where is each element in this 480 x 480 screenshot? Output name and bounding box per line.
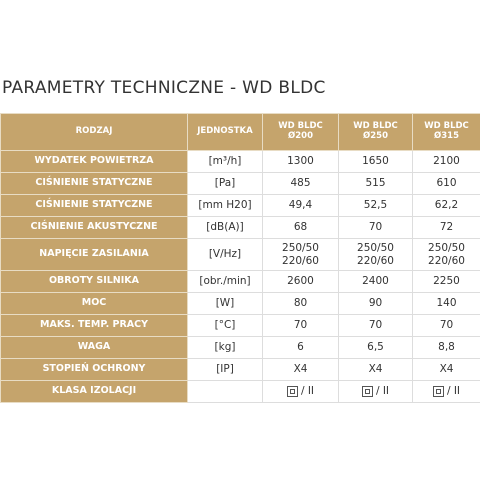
cell: 485	[262, 172, 339, 195]
cell: 70	[412, 314, 480, 337]
cell-text: / II	[446, 385, 461, 398]
row: NAPIĘCIE ZASILANIA [V/Hz] 250/50 220/60 250…	[0, 238, 480, 271]
cell: 68	[262, 216, 339, 239]
row-label: NAPIĘCIE ZASILANIA	[0, 238, 188, 271]
cell: 250/50 220/60	[338, 238, 413, 271]
cell: / II	[412, 380, 480, 403]
cell: X4	[412, 358, 480, 381]
header-cell: WD BLDC Ø315	[412, 113, 480, 151]
cell: [Pa]	[187, 172, 263, 195]
cell: X4	[262, 358, 339, 381]
row-label: CIŚNIENIE STATYCZNE	[0, 194, 188, 217]
cell: 1650	[338, 150, 413, 173]
header-row: RODZAJ JEDNOSTKA WD BLDC Ø200 WD BLDC Ø250 W…	[0, 113, 480, 151]
cell: 515	[338, 172, 413, 195]
cell: [dB(A)]	[187, 216, 263, 239]
cell: / II	[338, 380, 413, 403]
row-label: CIŚNIENIE AKUSTYCZNE	[0, 216, 188, 239]
row: CIŚNIENIE STATYCZNE [mm H20] 49,4 52,5 62,2	[0, 194, 480, 217]
header-cell: WD BLDC Ø250	[338, 113, 413, 151]
row: WYDATEK POWIETRZA [m³/h] 1300 1650 2100	[0, 150, 480, 173]
row: MAKS. TEMP. PRACY [°C] 70 70 70	[0, 314, 480, 337]
cell-text: / II	[375, 385, 390, 398]
cell: [mm H20]	[187, 194, 263, 217]
cell: 8,8	[412, 336, 480, 359]
cell: [V/Hz]	[187, 238, 263, 271]
cell: [W]	[187, 292, 263, 315]
cell: 610	[412, 172, 480, 195]
cell: [m³/h]	[187, 150, 263, 173]
row: WAGA [kg] 6 6,5 8,8	[0, 336, 480, 359]
cell: 6	[262, 336, 339, 359]
cell	[187, 380, 263, 403]
cell: 250/50 220/60	[262, 238, 339, 271]
cell: 52,5	[338, 194, 413, 217]
row: STOPIEŃ OCHRONY [IP] X4 X4 X4	[0, 358, 480, 381]
cell: 2250	[412, 270, 480, 293]
header-cell: WD BLDC Ø200	[262, 113, 339, 151]
cell: 2400	[338, 270, 413, 293]
cell: 90	[338, 292, 413, 315]
cell: 2600	[262, 270, 339, 293]
cell: / II	[262, 380, 339, 403]
cell: 72	[412, 216, 480, 239]
cell: [obr./min]	[187, 270, 263, 293]
cell: 6,5	[338, 336, 413, 359]
row-label: OBROTY SILNIKA	[0, 270, 188, 293]
cell: 70	[262, 314, 339, 337]
class-icon	[432, 385, 444, 397]
cell: 1300	[262, 150, 339, 173]
row: CIŚNIENIE STATYCZNE [Pa] 485 515 610	[0, 172, 480, 195]
cell-text: / II	[300, 385, 315, 398]
spec-table: RODZAJ JEDNOSTKA WD BLDC Ø200 WD BLDC Ø250 W…	[0, 113, 480, 403]
row-label: STOPIEŃ OCHRONY	[0, 358, 188, 381]
row-label: MAKS. TEMP. PRACY	[0, 314, 188, 337]
row: OBROTY SILNIKA [obr./min] 2600 2400 2250	[0, 270, 480, 293]
row: CIŚNIENIE AKUSTYCZNE [dB(A)] 68 70 72	[0, 216, 480, 239]
row: MOC [W] 80 90 140	[0, 292, 480, 315]
cell: [kg]	[187, 336, 263, 359]
cell: 70	[338, 314, 413, 337]
cell: X4	[338, 358, 413, 381]
cell: 80	[262, 292, 339, 315]
row-label: WAGA	[0, 336, 188, 359]
row-label: MOC	[0, 292, 188, 315]
row-label: WYDATEK POWIETRZA	[0, 150, 188, 173]
row-label: CIŚNIENIE STATYCZNE	[0, 172, 188, 195]
cell: 49,4	[262, 194, 339, 217]
cell: [IP]	[187, 358, 263, 381]
cell: 140	[412, 292, 480, 315]
row-label: KLASA IZOLACJI	[0, 380, 188, 403]
cell: 62,2	[412, 194, 480, 217]
cell: 70	[338, 216, 413, 239]
title: PARAMETRY TECHNICZNE - WD BLDC	[2, 78, 326, 98]
cell: 2100	[412, 150, 480, 173]
header-cell: RODZAJ	[0, 113, 188, 151]
cell: 250/50 220/60	[412, 238, 480, 271]
cell: [°C]	[187, 314, 263, 337]
header-cell: JEDNOSTKA	[187, 113, 263, 151]
class-icon	[286, 385, 298, 397]
row: KLASA IZOLACJI / II / II / II	[0, 380, 480, 403]
class-icon	[361, 385, 373, 397]
